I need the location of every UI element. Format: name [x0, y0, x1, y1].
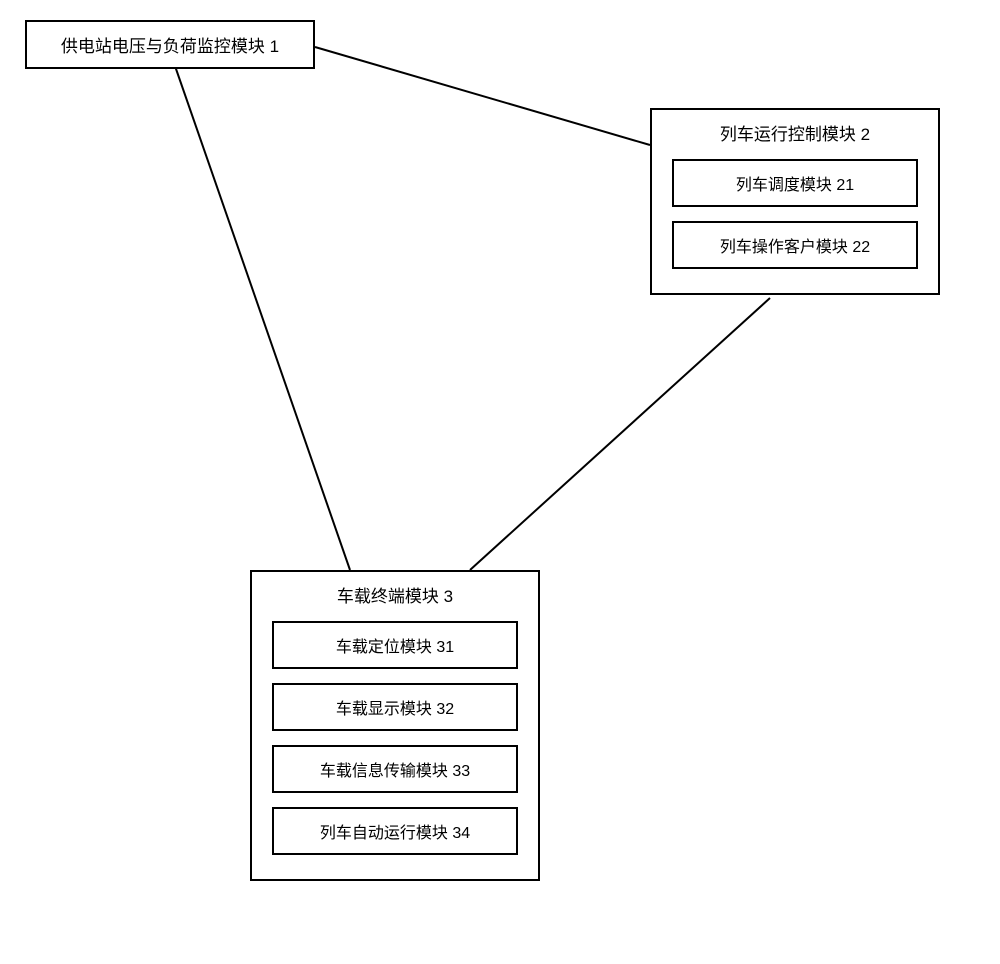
node-power-monitor: 供电站电压与负荷监控模块 1: [25, 20, 315, 69]
node-onboard-terminal-title: 车载终端模块 3: [266, 582, 524, 607]
sub-train-auto-run: 列车自动运行模块 34: [272, 807, 518, 855]
sub-train-operator-client-label: 列车操作客户模块 22: [720, 239, 870, 256]
sub-onboard-info-transfer: 车载信息传输模块 33: [272, 745, 518, 793]
sub-onboard-info-transfer-label: 车载信息传输模块 33: [320, 763, 470, 780]
edge-n1-n2: [315, 47, 650, 145]
node-train-control: 列车运行控制模块 2 列车调度模块 21 列车操作客户模块 22: [650, 108, 940, 295]
sub-onboard-display-label: 车载显示模块 32: [336, 701, 454, 718]
node-train-control-title: 列车运行控制模块 2: [666, 120, 924, 145]
node-power-monitor-label: 供电站电压与负荷监控模块 1: [41, 32, 299, 57]
edge-n2-n3: [470, 298, 770, 570]
sub-train-operator-client: 列车操作客户模块 22: [672, 221, 918, 269]
node-onboard-terminal: 车载终端模块 3 车载定位模块 31 车载显示模块 32 车载信息传输模块 33…: [250, 570, 540, 881]
sub-train-dispatch-label: 列车调度模块 21: [736, 177, 854, 194]
sub-train-auto-run-label: 列车自动运行模块 34: [320, 825, 470, 842]
sub-onboard-positioning-label: 车载定位模块 31: [336, 639, 454, 656]
edge-n1-n3: [175, 66, 350, 570]
sub-onboard-positioning: 车载定位模块 31: [272, 621, 518, 669]
sub-onboard-display: 车载显示模块 32: [272, 683, 518, 731]
sub-train-dispatch: 列车调度模块 21: [672, 159, 918, 207]
